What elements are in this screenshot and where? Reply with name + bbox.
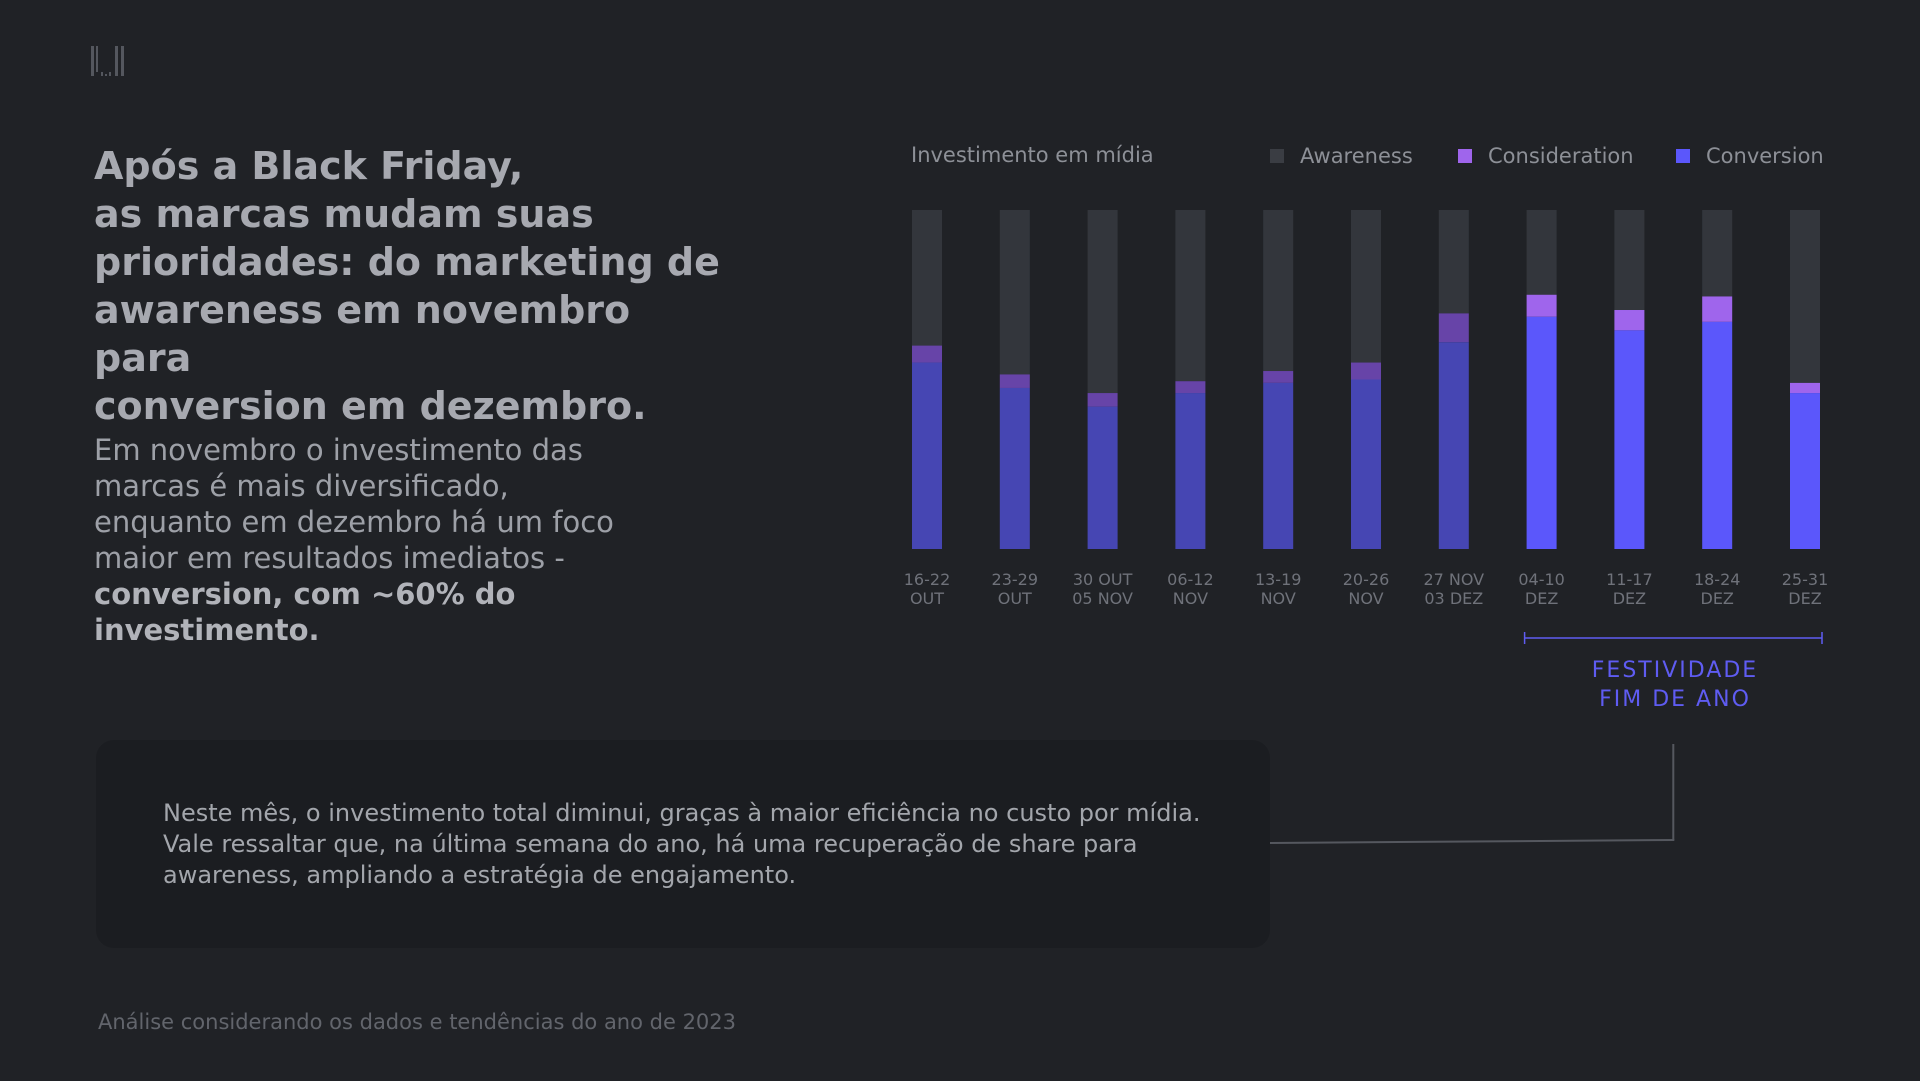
bar-conversion <box>1790 393 1820 549</box>
bar-awareness <box>1351 210 1381 363</box>
legend-swatch-conversion <box>1676 149 1690 163</box>
x-tick-label: 20-26 <box>1343 570 1390 589</box>
x-tick-label: 05 NOV <box>1072 589 1133 608</box>
bar-conversion <box>1438 342 1469 549</box>
bar-consideration <box>1351 362 1381 380</box>
bar-consideration <box>1614 310 1645 331</box>
x-tick-label: NOV <box>1261 589 1296 608</box>
bracket-label-line: FESTIVIDADE <box>1591 658 1759 683</box>
legend-swatch-awareness <box>1270 149 1284 163</box>
x-tick-label: 18-24 <box>1694 570 1741 589</box>
body-paragraph: Em novembro o investimento das marcas é … <box>94 432 654 648</box>
bar-consideration <box>1263 371 1294 383</box>
note-text: Neste mês, o investimento total diminui,… <box>163 798 1243 891</box>
x-tick-label: 30 OUT <box>1073 570 1133 589</box>
note-line: Neste mês, o investimento total diminui,… <box>163 799 1201 827</box>
headline: Após a Black Friday, as marcas mudam sua… <box>94 142 734 430</box>
bar-consideration <box>1790 382 1820 394</box>
connector-line <box>1269 839 1675 844</box>
x-tick-label: DEZ <box>1788 589 1821 608</box>
bar-consideration <box>912 345 942 363</box>
legend-item-awareness: Awareness <box>1270 143 1413 169</box>
bar-conversion <box>999 387 1030 549</box>
note-box: Neste mês, o investimento total diminui,… <box>96 740 1270 948</box>
x-tick-label: NOV <box>1348 589 1383 608</box>
bar-awareness <box>1614 210 1645 311</box>
bracket-label-line: FIM DE ANO <box>1599 687 1751 712</box>
x-tick-label: NOV <box>1173 589 1208 608</box>
body-bold-text: conversion, com ~60% do investimento. <box>94 577 516 647</box>
bar-conversion <box>1175 393 1206 549</box>
chart-title: Investimento em mídia <box>911 143 1154 167</box>
legend-label: Consideration <box>1488 144 1634 168</box>
x-tick-label: 13-19 <box>1255 570 1302 589</box>
bar-conversion <box>1526 316 1557 549</box>
bar-conversion <box>1087 406 1118 549</box>
bar-consideration <box>1175 381 1206 394</box>
bar-consideration <box>1087 393 1118 407</box>
body-text: Em novembro o investimento das marcas é … <box>94 433 614 575</box>
x-tick-label: 27 NOV <box>1423 570 1484 589</box>
bar-awareness <box>1790 210 1820 383</box>
bar-awareness <box>999 210 1030 375</box>
bar-conversion <box>912 362 942 549</box>
headline-line: awareness em novembro para <box>94 288 631 380</box>
bar-awareness <box>1087 210 1118 394</box>
bar-awareness <box>912 210 942 346</box>
bar-consideration <box>1702 296 1733 322</box>
bracket-label: FESTIVIDADE FIM DE ANO <box>1520 656 1830 714</box>
bar-conversion <box>1614 330 1645 549</box>
bar-awareness <box>1702 210 1733 297</box>
headline-line: as marcas mudam suas <box>94 192 594 236</box>
bar-conversion <box>1263 382 1294 549</box>
x-tick-label: OUT <box>998 589 1032 608</box>
headline-line: Após a Black Friday, <box>94 144 524 188</box>
bar-conversion <box>1702 321 1733 549</box>
x-tick-label: OUT <box>910 589 944 608</box>
x-tick-label: 16-22 <box>904 570 951 589</box>
legend-swatch-consideration <box>1458 149 1472 163</box>
bar-awareness <box>1263 210 1294 372</box>
x-tick-label: 11-17 <box>1606 570 1653 589</box>
bar-awareness <box>1526 210 1557 295</box>
x-tick-label: 25-31 <box>1782 570 1829 589</box>
bar-awareness <box>1438 210 1469 314</box>
brand-logo-icon <box>91 46 124 76</box>
x-tick-label: 23-29 <box>992 570 1039 589</box>
headline-line: conversion em dezembro. <box>94 384 647 428</box>
legend-item-conversion: Conversion <box>1676 143 1824 169</box>
bar-consideration <box>1526 294 1557 317</box>
headline-line: prioridades: do marketing de <box>94 240 720 284</box>
bar-consideration <box>1438 313 1469 343</box>
legend-label: Conversion <box>1706 144 1824 168</box>
x-tick-label: DEZ <box>1613 589 1646 608</box>
note-line: Vale ressaltar que, na última semana do … <box>163 830 1138 858</box>
legend-label: Awareness <box>1300 144 1413 168</box>
x-tick-label: 06-12 <box>1167 570 1214 589</box>
legend-item-consideration: Consideration <box>1458 143 1634 169</box>
bar-consideration <box>999 374 1030 388</box>
x-tick-label: DEZ <box>1701 589 1734 608</box>
x-tick-label: 04-10 <box>1518 570 1565 589</box>
footer-note: Análise considerando os dados e tendênci… <box>98 1010 737 1034</box>
note-line: awareness, ampliando a estratégia de eng… <box>163 861 797 889</box>
bar-awareness <box>1175 210 1206 382</box>
x-tick-label: 03 DEZ <box>1424 589 1483 608</box>
x-tick-label: DEZ <box>1525 589 1558 608</box>
bar-conversion <box>1351 379 1381 549</box>
